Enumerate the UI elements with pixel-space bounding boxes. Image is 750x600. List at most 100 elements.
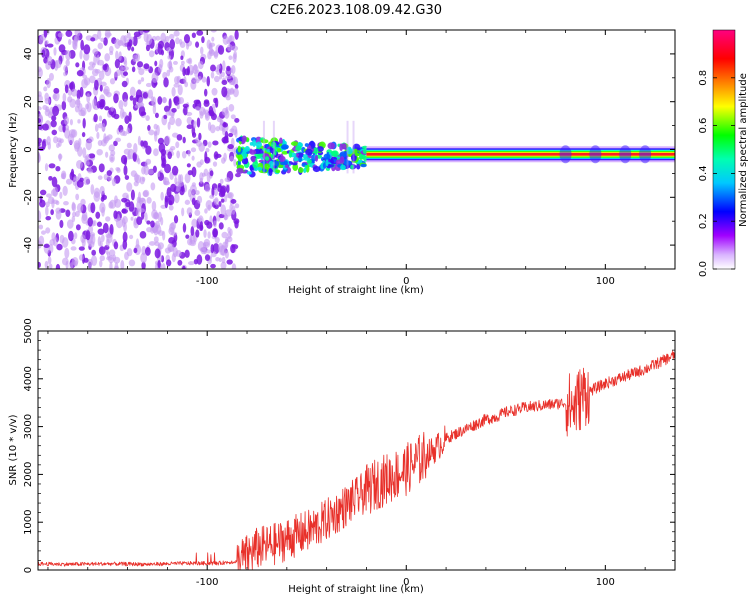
- noise-speckle: [80, 234, 86, 244]
- noise-speckle: [83, 51, 90, 61]
- noise-speckle: [214, 153, 222, 159]
- noise-speckle: [71, 88, 78, 97]
- noise-speckle: [204, 184, 211, 193]
- noise-speckle: [148, 50, 155, 58]
- noise-speckle: [147, 168, 154, 175]
- onset-blob: [327, 142, 336, 150]
- noise-speckle: [135, 238, 140, 250]
- onset-blob: [288, 150, 293, 158]
- noise-speckle: [78, 254, 84, 261]
- noise-speckle: [171, 86, 176, 97]
- onset-blob: [331, 150, 339, 158]
- noise-speckle: [177, 259, 183, 266]
- noise-speckle: [131, 66, 136, 73]
- onset-blob: [298, 167, 304, 173]
- noise-speckle: [108, 45, 114, 53]
- noise-speckle: [75, 62, 80, 68]
- noise-speckle: [76, 97, 81, 109]
- noise-speckle: [41, 49, 46, 58]
- noise-speckle: [161, 263, 166, 269]
- noise-speckle: [141, 261, 146, 269]
- onset-blob: [325, 159, 329, 167]
- noise-speckle: [140, 111, 147, 116]
- noise-speckle: [140, 252, 148, 264]
- noise-speckle: [121, 80, 128, 88]
- noise-speckle: [125, 202, 131, 208]
- noise-speckle: [170, 183, 177, 193]
- noise-speckle: [137, 135, 141, 146]
- noise-speckle: [44, 92, 49, 102]
- noise-speckle: [170, 222, 177, 230]
- noise-speckle: [48, 163, 56, 169]
- noise-speckle: [169, 39, 176, 50]
- spectrogram-xtick-label: -100: [196, 276, 219, 287]
- noise-speckle: [104, 32, 112, 37]
- noise-speckle: [234, 30, 239, 40]
- onset-blob: [293, 156, 298, 162]
- noise-speckle: [214, 236, 220, 244]
- noise-speckle: [226, 259, 233, 265]
- noise-speckle: [57, 32, 64, 38]
- noise-speckle: [97, 175, 103, 180]
- noise-speckle: [94, 123, 99, 132]
- noise-speckle: [191, 166, 197, 178]
- noise-speckle: [226, 65, 231, 72]
- noise-speckle: [176, 150, 181, 159]
- noise-speckle: [45, 215, 52, 221]
- onset-blob: [260, 139, 269, 144]
- noise-speckle: [173, 96, 180, 104]
- noise-speckle: [50, 209, 54, 216]
- noise-speckle: [54, 59, 62, 69]
- noise-speckle: [111, 178, 117, 187]
- noise-speckle: [173, 83, 180, 88]
- noise-speckle: [157, 260, 161, 269]
- noise-speckle: [113, 140, 118, 147]
- noise-speckle: [227, 191, 234, 199]
- noise-speckle: [38, 106, 42, 111]
- noise-speckle: [137, 157, 141, 165]
- onset-blob: [360, 163, 367, 168]
- noise-speckle: [210, 263, 216, 269]
- noise-speckle: [163, 180, 171, 186]
- onset-blob: [264, 163, 270, 170]
- noise-speckle: [234, 220, 239, 229]
- noise-speckle: [145, 44, 151, 52]
- noise-speckle: [146, 226, 153, 233]
- noise-speckle: [99, 255, 105, 262]
- noise-speckle: [71, 215, 76, 223]
- onset-blob: [242, 149, 248, 153]
- noise-speckle: [96, 131, 100, 140]
- noise-speckle: [39, 189, 47, 196]
- noise-speckle: [97, 228, 105, 235]
- noise-speckle: [53, 136, 59, 144]
- carrier-bulge: [639, 145, 652, 164]
- noise-speckle: [138, 208, 145, 213]
- noise-speckle: [199, 159, 204, 166]
- spectrogram-ticks: -100 0 100 -40 -20 0 20 40: [23, 29, 675, 287]
- noise-speckle: [123, 98, 128, 107]
- noise-speckle: [52, 186, 59, 198]
- carrier-bulge: [559, 145, 572, 164]
- noise-speckle: [228, 55, 233, 60]
- noise-speckle: [212, 140, 219, 146]
- noise-speckle: [75, 210, 80, 218]
- noise-speckle: [63, 71, 68, 77]
- noise-speckle: [128, 259, 136, 267]
- noise-speckle: [110, 149, 116, 157]
- noise-speckle: [97, 139, 103, 147]
- onset-streak: [346, 120, 349, 174]
- onset-blob: [359, 153, 366, 160]
- noise-speckle: [89, 241, 95, 248]
- noise-speckle: [191, 155, 195, 161]
- noise-speckle: [234, 117, 240, 123]
- noise-speckle: [103, 133, 107, 144]
- noise-speckle: [183, 34, 191, 44]
- onset-blob: [291, 162, 298, 166]
- onset-blob: [304, 143, 309, 147]
- onset-blob: [303, 167, 307, 174]
- noise-speckle: [109, 78, 116, 85]
- onset-blob: [275, 169, 281, 174]
- noise-speckle: [85, 230, 91, 241]
- noise-speckle: [92, 48, 99, 55]
- noise-speckle: [226, 184, 230, 194]
